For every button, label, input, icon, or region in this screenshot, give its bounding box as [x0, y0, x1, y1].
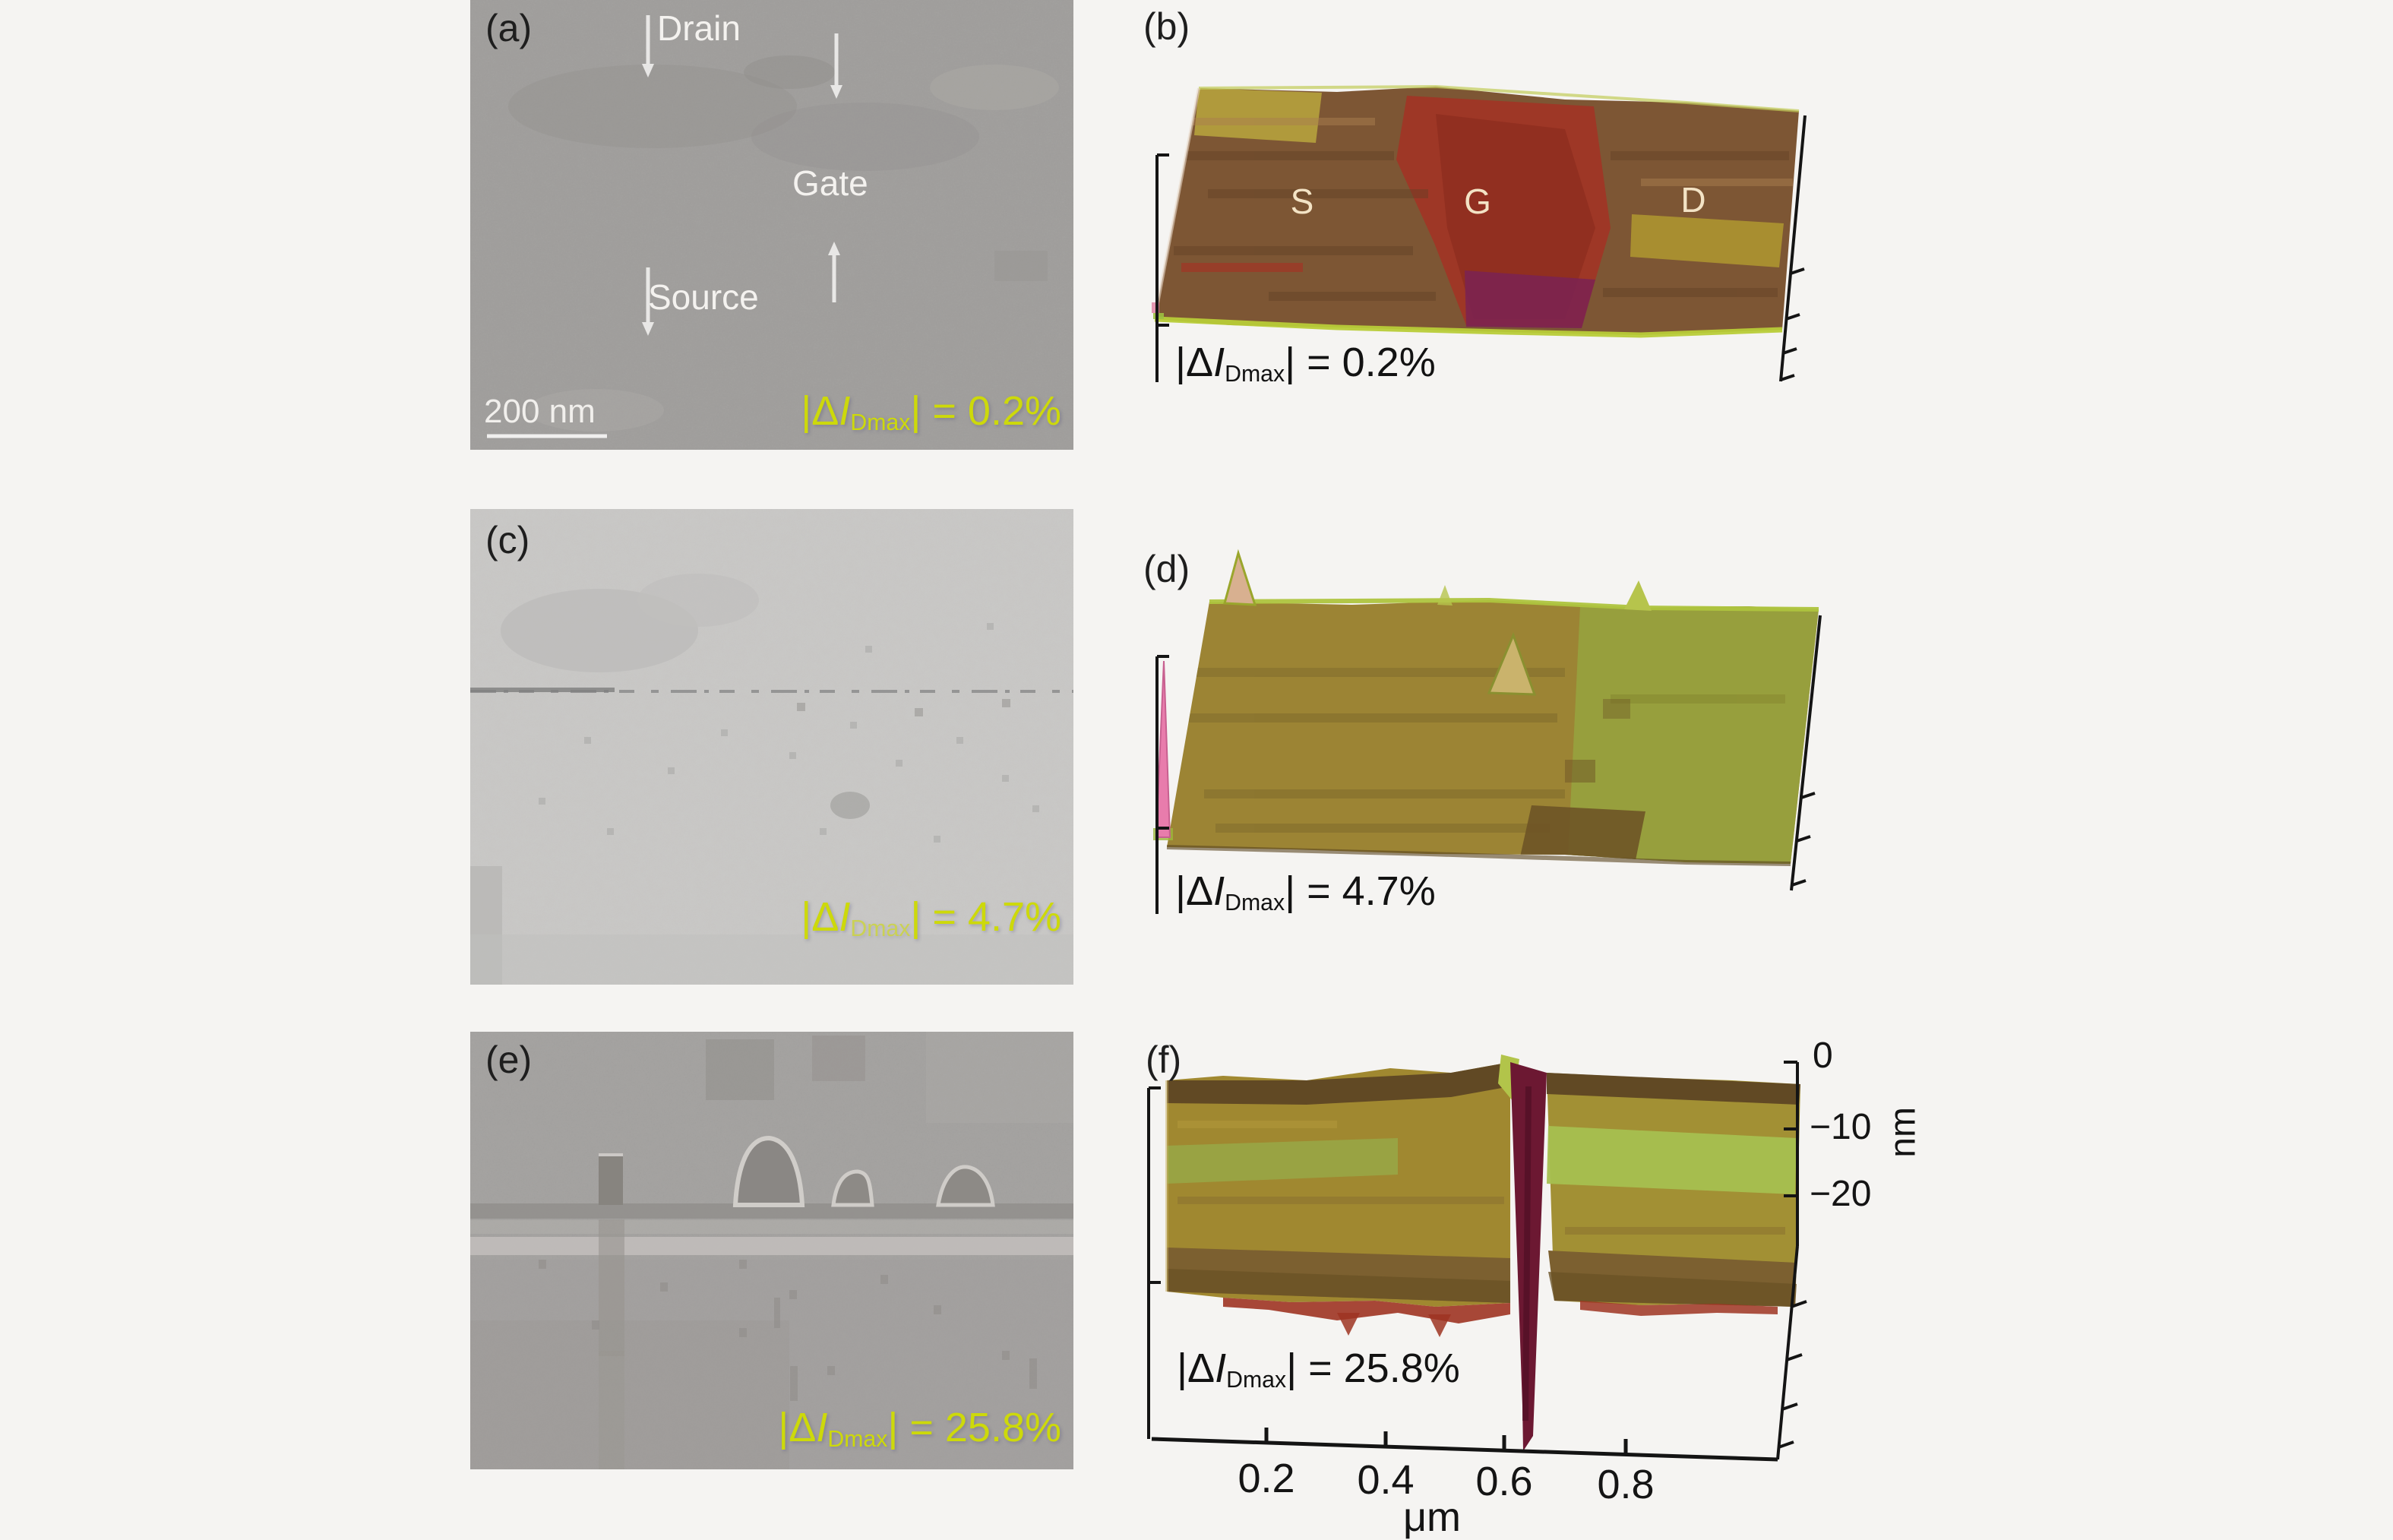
delta-subscript: Dmax	[1225, 361, 1285, 387]
source-arrow-down-icon	[642, 267, 654, 336]
gate-arrow-icon	[830, 33, 842, 99]
panel-label-d: (d)	[1143, 548, 1190, 590]
afm-surface-b	[1152, 84, 1807, 382]
x-tick-0-6: 0.6	[1475, 1459, 1533, 1504]
x-tick-0-4: 0.4	[1357, 1457, 1415, 1503]
drain-region-label: D	[1680, 180, 1706, 220]
panel-e-sem-image: (e) |ΔIDmax| = 25.8%	[470, 1032, 1073, 1469]
f-left-axis	[1147, 1086, 1161, 1439]
drain-label: Drain	[657, 8, 741, 48]
delta-open: |Δ	[801, 388, 839, 434]
delta-subscript: Dmax	[1226, 1367, 1287, 1393]
delta-symbol: I	[1213, 868, 1225, 914]
sem-e-texture	[470, 1032, 1073, 1469]
z-tick-0: 0	[1813, 1036, 1833, 1076]
afm-surface-f	[1147, 1055, 1807, 1462]
delta-symbol: I	[816, 1405, 828, 1450]
delta-value: | = 25.8%	[1286, 1346, 1460, 1391]
delta-value: | = 25.8%	[887, 1405, 1061, 1450]
source-region-label: S	[1290, 182, 1314, 221]
sem-c-texture	[470, 509, 1073, 985]
delta-annotation-f: |ΔIDmax| = 25.8%	[1177, 1346, 1460, 1393]
gate-label: Gate	[792, 163, 868, 203]
scale-bar-label: 200 nm	[484, 393, 596, 430]
delta-symbol: I	[1213, 340, 1225, 385]
speckles	[539, 1260, 1037, 1401]
z-axis-unit: nm	[1882, 1107, 1924, 1158]
f-x-axis	[1151, 1428, 1778, 1462]
delta-open: |Δ	[1175, 868, 1214, 914]
delta-symbol: I	[839, 388, 851, 434]
z-tick-neg10: −10	[1810, 1107, 1872, 1147]
ridge-bumps	[599, 1135, 995, 1207]
spike-top-right	[1624, 580, 1652, 611]
delta-open: |Δ	[801, 894, 839, 940]
afm-surface-d	[1153, 549, 1822, 914]
panel-label-c: (c)	[485, 519, 530, 561]
delta-value: | = 4.7%	[1285, 868, 1436, 914]
delta-value: | = 0.2%	[910, 388, 1061, 434]
delta-open: |Δ	[1175, 340, 1214, 385]
drain-arrow-icon	[642, 15, 654, 77]
delta-subscript: Dmax	[1225, 890, 1285, 915]
delta-subscript: Dmax	[850, 410, 911, 435]
panel-label-a: (a)	[485, 7, 533, 49]
spike-middle	[1487, 631, 1537, 696]
x-tick-0-2: 0.2	[1238, 1456, 1295, 1501]
pink-spike	[1155, 660, 1171, 838]
delta-value: | = 0.2%	[1285, 340, 1436, 385]
ridge-line	[470, 1203, 1073, 1219]
x-axis-unit: μm	[1402, 1494, 1462, 1540]
delta-subscript: Dmax	[827, 1426, 888, 1452]
d-depth-axis	[1790, 615, 1822, 891]
delta-annotation-b: |ΔIDmax| = 0.2%	[1175, 340, 1436, 387]
source-arrow-up-icon	[828, 242, 840, 302]
speckles	[539, 623, 1039, 843]
delta-annotation-d: |ΔIDmax| = 4.7%	[1175, 868, 1436, 915]
delta-annotation-e: |ΔIDmax| = 25.8%	[778, 1405, 1061, 1452]
panel-a-sem-image: (a) Drain Gate Source 200 nm |ΔIDmax| = …	[470, 0, 1073, 450]
sem-a-texture	[470, 0, 1073, 450]
f-z-axis	[1776, 1061, 1807, 1460]
delta-value: | = 4.7%	[910, 894, 1061, 940]
d-left-axis	[1155, 655, 1169, 914]
x-tick-0-8: 0.8	[1597, 1462, 1655, 1507]
b-left-axis	[1155, 153, 1169, 382]
gate-region-label: G	[1464, 182, 1491, 221]
delta-annotation-a: |ΔIDmax| = 0.2%	[801, 388, 1061, 435]
delta-subscript: Dmax	[850, 915, 911, 941]
panel-c-sem-image: (c) |ΔIDmax| = 4.7%	[470, 509, 1073, 985]
b-depth-axis	[1779, 115, 1807, 382]
delta-annotation-c: |ΔIDmax| = 4.7%	[801, 894, 1061, 941]
panel-label-b: (b)	[1143, 5, 1190, 48]
delta-symbol: I	[1215, 1346, 1227, 1391]
delta-open: |Δ	[778, 1405, 817, 1450]
delta-symbol: I	[839, 894, 851, 940]
spike-top-left	[1223, 549, 1257, 606]
z-tick-neg20: −20	[1810, 1174, 1872, 1214]
panel-label-f: (f)	[1146, 1039, 1182, 1081]
source-label: Source	[648, 277, 759, 317]
panel-label-e: (e)	[485, 1039, 533, 1081]
delta-open: |Δ	[1177, 1346, 1215, 1391]
